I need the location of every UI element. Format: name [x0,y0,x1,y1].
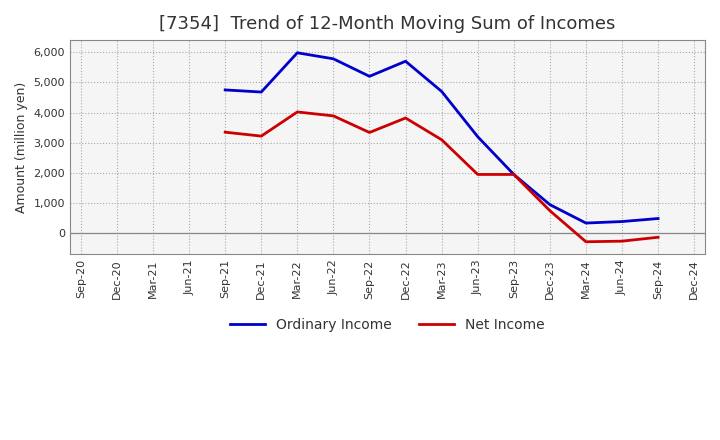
Title: [7354]  Trend of 12-Month Moving Sum of Incomes: [7354] Trend of 12-Month Moving Sum of I… [159,15,616,33]
Net Income [618,238,626,244]
Net Income [329,113,338,118]
Ordinary Income [329,56,338,62]
Net Income [582,239,590,244]
Net Income [437,137,446,143]
Net Income [257,133,266,139]
Ordinary Income [618,219,626,224]
Ordinary Income [473,134,482,139]
Legend: Ordinary Income, Net Income: Ordinary Income, Net Income [225,312,551,337]
Ordinary Income [257,89,266,95]
Ordinary Income [401,59,410,64]
Line: Net Income: Net Income [225,112,658,242]
Y-axis label: Amount (million yen): Amount (million yen) [15,82,28,213]
Net Income [654,235,662,240]
Ordinary Income [293,50,302,55]
Net Income [473,172,482,177]
Net Income [365,130,374,135]
Ordinary Income [365,73,374,79]
Net Income [546,208,554,213]
Net Income [221,129,230,135]
Net Income [510,172,518,177]
Ordinary Income [221,87,230,92]
Ordinary Income [546,202,554,207]
Line: Ordinary Income: Ordinary Income [225,53,658,223]
Ordinary Income [654,216,662,221]
Ordinary Income [582,220,590,226]
Net Income [293,109,302,114]
Net Income [401,115,410,121]
Ordinary Income [437,89,446,94]
Ordinary Income [510,172,518,177]
